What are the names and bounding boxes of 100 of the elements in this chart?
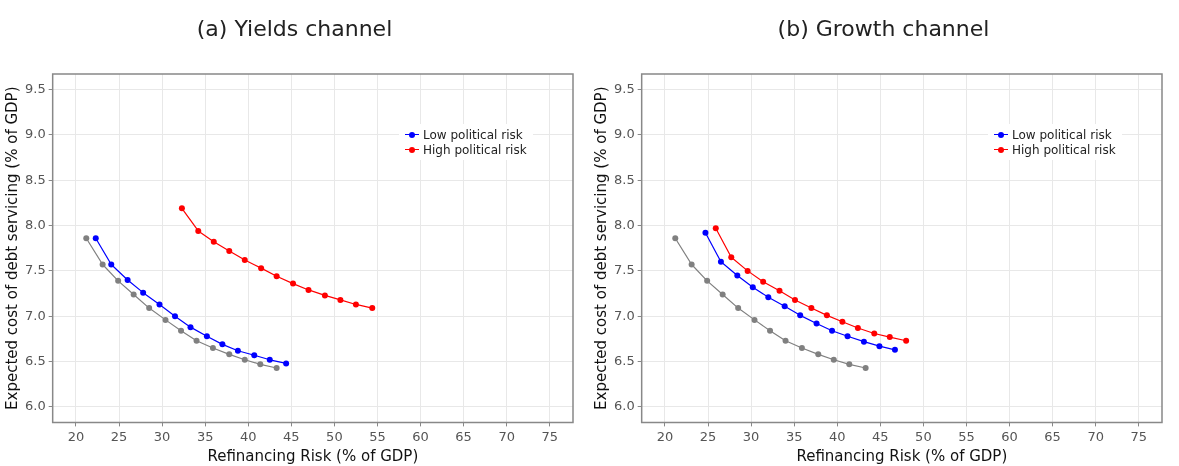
point (203, 333, 210, 340)
point (162, 316, 169, 323)
point (266, 356, 273, 363)
point (829, 327, 836, 334)
point (830, 356, 837, 363)
x-tick-label: 20 (67, 428, 85, 444)
point (140, 289, 147, 296)
point (83, 235, 90, 242)
point (273, 364, 280, 371)
y-tick-label: 7.5 (613, 262, 635, 278)
point (815, 351, 822, 358)
point (305, 286, 312, 293)
point (886, 334, 893, 341)
x-tick-label: 55 (958, 428, 975, 444)
x-tick-label: 35 (785, 428, 803, 444)
point (717, 258, 724, 265)
point (903, 337, 910, 344)
point (876, 343, 883, 350)
point (767, 327, 774, 334)
point (187, 324, 194, 331)
point (744, 267, 751, 274)
point (226, 351, 233, 358)
x-tick-label: 65 (1044, 428, 1061, 444)
point (241, 257, 248, 263)
point (719, 291, 726, 298)
y-tick-label: 6.0 (24, 398, 46, 414)
point (273, 273, 280, 280)
point (290, 280, 297, 287)
x-axis-title: Refinancing Risk (% of GDP) (207, 446, 419, 465)
point (792, 296, 799, 303)
point (115, 277, 122, 284)
point (193, 337, 200, 344)
x-tick-label: 35 (196, 428, 214, 444)
y-tick-label: 8.0 (613, 216, 635, 232)
y-tick-label: 9.0 (24, 126, 46, 142)
point (704, 277, 711, 284)
y-tick-label: 7.0 (613, 307, 635, 323)
point (337, 296, 344, 303)
point (846, 361, 853, 368)
point (178, 327, 185, 334)
point (219, 341, 226, 348)
point (808, 305, 815, 312)
point (257, 361, 264, 368)
point (146, 305, 153, 312)
point (798, 345, 805, 351)
point (108, 261, 115, 268)
legend-label: Low political risk (423, 127, 523, 142)
point (749, 284, 756, 291)
point (844, 333, 851, 340)
point (734, 272, 741, 279)
x-tick-label: 70 (1087, 428, 1104, 444)
point (712, 225, 719, 232)
point (241, 356, 248, 363)
x-tick-label: 40 (828, 428, 846, 444)
y-tick-label: 9.0 (613, 126, 635, 142)
point (776, 287, 783, 294)
legend-label: High political risk (423, 142, 527, 157)
point (369, 305, 376, 312)
legend-label: High political risk (1012, 142, 1116, 157)
point (234, 347, 241, 354)
point (226, 247, 233, 254)
point (124, 276, 131, 283)
point (839, 318, 846, 325)
x-tick-label: 75 (1130, 428, 1148, 444)
point (797, 312, 804, 319)
point (891, 346, 898, 353)
x-tick-label: 45 (872, 428, 889, 444)
point (92, 235, 99, 242)
point (765, 294, 772, 301)
y-tick-label: 6.5 (613, 352, 635, 368)
legend-label: Low political risk (1012, 127, 1112, 142)
point (130, 291, 137, 298)
x-tick-label: 25 (699, 428, 717, 444)
point (156, 301, 163, 308)
point (702, 229, 709, 236)
y-tick-label: 7.5 (24, 262, 46, 278)
x-tick-label: 50 (326, 428, 343, 444)
point (860, 338, 867, 345)
x-tick-label: 45 (283, 428, 300, 444)
x-axis-title: Refinancing Risk (% of GDP) (796, 446, 1008, 465)
x-tick-label: 50 (915, 428, 932, 444)
point (782, 337, 789, 344)
point (688, 261, 695, 268)
x-tick-label: 55 (369, 428, 386, 444)
x-tick-label: 60 (1001, 428, 1018, 444)
point (178, 205, 185, 212)
x-tick-label: 40 (239, 428, 257, 444)
x-tick-label: 20 (656, 428, 674, 444)
y-tick-label: 8.0 (24, 216, 46, 232)
y-axis-title: Expected cost of debt servicing (% of GDP) (591, 86, 610, 410)
point (352, 301, 359, 308)
y-tick-label: 6.5 (24, 352, 46, 368)
x-tick-label: 30 (153, 428, 171, 444)
y-tick-label: 7.0 (24, 307, 46, 323)
point (283, 360, 290, 367)
point (760, 278, 767, 285)
x-tick-label: 30 (742, 428, 760, 444)
y-tick-label: 9.5 (613, 80, 635, 96)
y-tick-label: 6.0 (613, 398, 635, 414)
point (751, 316, 758, 323)
